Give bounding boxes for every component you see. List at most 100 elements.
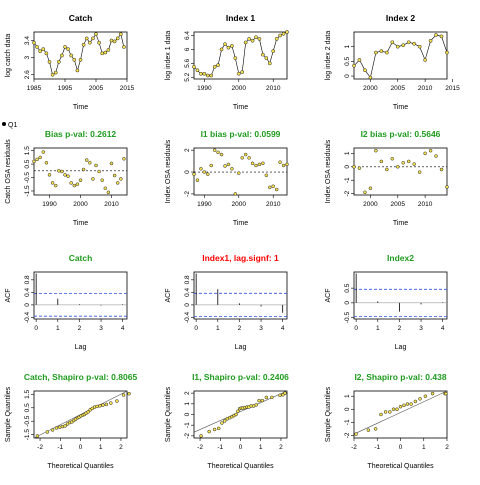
index1-qq-point xyxy=(260,398,265,403)
index2-data-point xyxy=(395,44,400,49)
index1-osa-title: I1 bias p-val: 0.0599 xyxy=(201,129,281,139)
index2-osa-point xyxy=(385,167,389,172)
index2-qq-point xyxy=(395,407,399,412)
index2-data-point xyxy=(390,40,395,45)
legend-label: Q1 xyxy=(8,122,17,129)
index1-osa-point xyxy=(230,167,234,171)
index1-osa-point xyxy=(195,178,200,182)
index2-data-point xyxy=(434,33,438,37)
catch-acf-xtick-label: 4 xyxy=(121,325,125,332)
catch-osa-point xyxy=(60,169,64,174)
catch-data-point xyxy=(66,47,70,51)
index1-qq-point xyxy=(234,412,238,417)
index2-osa-point xyxy=(406,159,411,164)
catch-acf-xtick-label: 3 xyxy=(99,325,103,332)
index1-data-ytick-label: 6 xyxy=(184,47,191,51)
index1-osa-point xyxy=(271,184,275,189)
index1-acf-xlabel: Lag xyxy=(235,344,247,351)
index1-qq-xtick-label: 2 xyxy=(279,444,283,451)
catch-osa-point xyxy=(63,173,67,177)
catch-data-ytick-label: 2.6 xyxy=(24,70,31,79)
index2-osa-point xyxy=(417,170,422,174)
index2-data-point xyxy=(412,41,417,46)
catch-qq-point xyxy=(104,402,109,407)
index2-data-point xyxy=(445,50,449,55)
index1-osa-point xyxy=(247,156,251,160)
catch-osa-point xyxy=(75,182,80,187)
index1-osa-point xyxy=(216,150,220,155)
index1-data-point xyxy=(274,37,279,41)
catch-data-point xyxy=(87,40,92,45)
catch-acf-ytick-label: 0.4 xyxy=(24,287,31,296)
index1-acf-xtick-label: 3 xyxy=(259,325,263,332)
index1-osa-point xyxy=(264,173,269,178)
index2-data-xtick-label: 2005 xyxy=(391,85,406,92)
index1-osa-point xyxy=(240,156,244,160)
catch-data-title: Catch xyxy=(69,13,93,23)
catch-osa-point xyxy=(35,157,39,162)
catch-qq-point xyxy=(115,399,119,403)
catch-data-point xyxy=(100,51,105,56)
index2-data-xtick-label: 2015 xyxy=(445,85,460,92)
catch-osa-xlabel: Time xyxy=(73,220,88,227)
catch-qq-ytick-label: 1.5 xyxy=(24,389,31,398)
index2-data-ytick-label: 1 xyxy=(344,45,351,49)
index2-qq-point xyxy=(405,402,410,406)
index1-osa-point xyxy=(257,162,262,167)
catch-data-point xyxy=(69,53,74,58)
catch-osa-point xyxy=(91,177,95,181)
index2-data-point xyxy=(374,50,378,55)
catch-data-point xyxy=(118,32,123,36)
index2-osa-point xyxy=(368,186,373,191)
catch-osa-point xyxy=(50,181,55,185)
catch-osa-point xyxy=(84,158,89,162)
index2-osa-xtick-label: 2010 xyxy=(418,201,433,208)
catch-data-point xyxy=(63,45,67,49)
index2-osa-point xyxy=(434,154,438,158)
catch-data-ylabel: log catch data xyxy=(5,34,12,78)
index1-data-point xyxy=(212,64,217,69)
index2-osa-point xyxy=(445,185,449,189)
catch-data-point xyxy=(38,49,43,54)
index1-qq-ylabel: Sample Quantiles xyxy=(165,386,172,442)
index2-osa-point xyxy=(396,165,400,169)
index1-qq-ytick-label: 1 xyxy=(184,402,191,406)
index1-osa-point xyxy=(274,187,279,192)
index2-data-point xyxy=(401,43,406,48)
panel-index2-data: Index 2 2000 2005 2010 2015 0 0.5 1 Time log inde… xyxy=(325,13,460,111)
index2-acf-xtick-label: 3 xyxy=(419,325,423,332)
index1-acf-title: Index1, lag.signf: 1 xyxy=(202,253,279,263)
index2-qq-ref-line xyxy=(353,390,448,435)
catch-qq-xtick-label: 2 xyxy=(119,444,123,451)
panel-index1-acf: Index1, lag.signf: 10 1 2 3 4-0.400.40.8LagA… xyxy=(165,253,288,351)
catch-qq-title: Catch, Shapiro p-val: 0.8065 xyxy=(24,372,138,382)
catch-acf-ylabel: ACF xyxy=(5,289,12,303)
index1-data-point xyxy=(285,30,289,34)
catch-qq-point xyxy=(50,428,55,432)
index2-data-point xyxy=(439,34,444,39)
index1-qq-point xyxy=(257,398,261,403)
catch-qq-point xyxy=(109,401,113,405)
index1-data-point xyxy=(216,63,220,67)
catch-acf-title: Catch xyxy=(69,253,93,263)
index1-data-point xyxy=(199,71,203,76)
index2-acf-title: Index2 xyxy=(387,253,414,263)
catch-osa-ylabel: Catch OSA residuals xyxy=(5,139,12,204)
index2-qq-point xyxy=(413,399,418,404)
index2-data-xtick-label: 2000 xyxy=(363,85,378,92)
catch-osa-point xyxy=(41,150,46,154)
index1-data-point xyxy=(278,33,282,38)
catch-qq-ytick-label: -0.5 xyxy=(24,415,31,427)
index1-osa-point xyxy=(285,162,289,167)
index2-data-xlabel: Time xyxy=(393,104,408,111)
catch-osa-point xyxy=(112,173,117,178)
index2-qq-xtick-label: 1 xyxy=(422,444,426,451)
legend-marker xyxy=(2,122,6,126)
index1-data-point xyxy=(205,73,210,78)
index1-acf-ytick-label: 0.8 xyxy=(184,275,191,284)
index1-data-point xyxy=(195,68,200,73)
index2-data-point xyxy=(352,63,356,68)
index2-osa-xtick-label: 2000 xyxy=(363,201,378,208)
catch-osa-point xyxy=(78,178,83,182)
catch-qq-point xyxy=(45,430,50,434)
